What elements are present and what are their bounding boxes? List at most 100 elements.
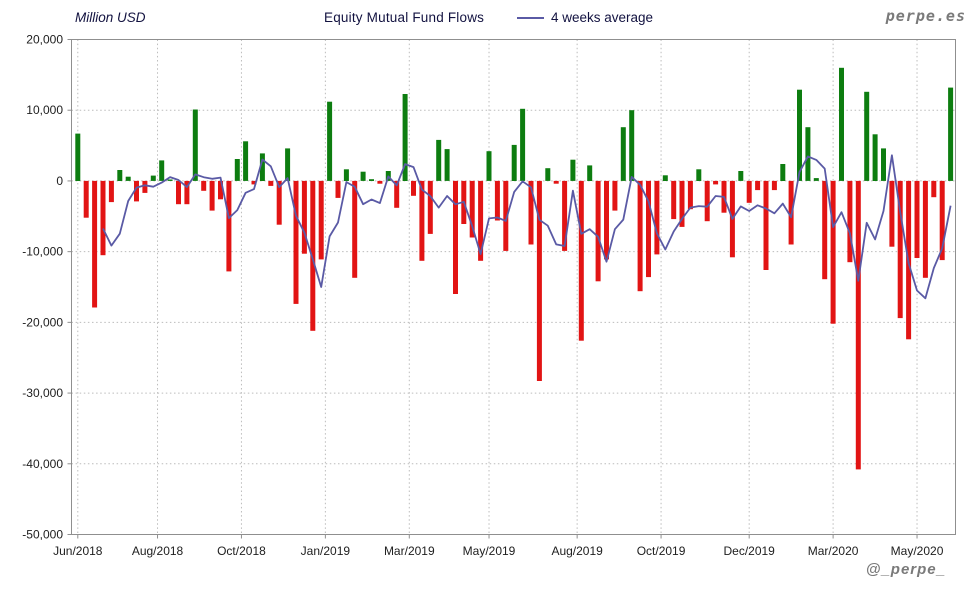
weekly-flow-bar — [234, 159, 240, 181]
weekly-flow-bar — [771, 180, 777, 191]
weekly-flow-bar — [939, 180, 945, 261]
y-axis-tick-label: -10,000 — [22, 245, 63, 259]
weekly-flow-bar — [687, 180, 693, 210]
weekly-flow-bar — [159, 160, 165, 181]
weekly-flow-bar — [511, 144, 517, 181]
weekly-flow-bar — [436, 139, 442, 181]
weekly-flow-bar — [780, 164, 786, 181]
weekly-flow-bar — [620, 127, 626, 181]
weekly-flow-bar — [327, 101, 333, 181]
weekly-flow-bar — [92, 180, 98, 308]
y-axis-tick-label: 20,000 — [26, 33, 63, 47]
weekly-flow-bar — [192, 109, 198, 181]
y-axis-tick-label: -30,000 — [22, 386, 63, 400]
weekly-flow-bar — [604, 180, 609, 260]
weekly-flow-bar — [922, 180, 928, 278]
weekly-flow-bar — [696, 169, 702, 181]
weekly-flow-bar — [897, 180, 903, 319]
y-axis-tick-label: -20,000 — [22, 315, 63, 329]
weekly-flow-bar — [419, 180, 425, 261]
weekly-flow-bar — [570, 159, 576, 181]
plot-border — [71, 39, 956, 535]
weekly-flow-bar — [847, 180, 853, 263]
weekly-flow-bar — [369, 179, 374, 181]
weekly-flow-bar — [738, 171, 744, 181]
weekly-flow-bar — [259, 153, 265, 181]
weekly-flow-bar — [100, 180, 106, 256]
weekly-flow-bar — [654, 180, 660, 255]
weekly-flow-bar — [478, 180, 484, 261]
weekly-flow-bar — [411, 180, 416, 196]
x-axis-tick-label: May/2020 — [891, 544, 944, 558]
x-axis-tick-label: Aug/2019 — [551, 544, 603, 558]
weekly-flow-bar — [587, 165, 593, 181]
weekly-flow-bar — [377, 180, 383, 184]
weekly-flow-bar — [746, 180, 752, 203]
weekly-flow-bar — [343, 169, 349, 181]
x-axis-tick-label: Oct/2019 — [637, 544, 686, 558]
weekly-flow-bar — [310, 180, 316, 331]
weekly-flow-bar — [486, 151, 492, 181]
weekly-flow-bar — [562, 180, 568, 251]
weekly-flow-bar — [150, 175, 156, 181]
x-axis-tick-label: Mar/2019 — [384, 544, 435, 558]
weekly-flow-bar — [293, 180, 299, 304]
weekly-flow-bar — [813, 178, 819, 181]
four-week-average-line — [102, 154, 952, 300]
weekly-flow-bar — [83, 180, 89, 218]
weekly-flow-bar — [646, 180, 651, 278]
weekly-flow-bar — [503, 180, 509, 251]
x-axis-tick-label: May/2019 — [463, 544, 516, 558]
x-axis-tick-label: Dec/2019 — [723, 544, 775, 558]
weekly-flow-bar — [469, 180, 475, 238]
site-watermark: perpe.es — [885, 7, 966, 25]
weekly-flow-bar — [201, 180, 207, 191]
weekly-flow-bar — [209, 180, 215, 211]
average-line-legend-swatch — [517, 16, 544, 19]
weekly-flow-bar — [612, 180, 618, 211]
weekly-flow-bar — [226, 180, 232, 272]
weekly-flow-bar — [830, 180, 836, 324]
weekly-flow-bar — [881, 148, 886, 181]
weekly-flow-bar — [394, 180, 400, 208]
weekly-flow-bar — [578, 180, 584, 341]
y-axis-tick-label: -40,000 — [22, 457, 63, 471]
x-axis-tick-label: Jun/2018 — [53, 544, 103, 558]
weekly-flow-bar — [285, 148, 291, 181]
weekly-flow-bar — [536, 180, 542, 381]
weekly-flow-bar — [629, 110, 635, 181]
weekly-flow-bar — [889, 180, 895, 247]
weekly-flow-bar — [352, 180, 358, 278]
weekly-flow-bar — [218, 180, 223, 200]
y-axis-tick-label: 0 — [56, 174, 63, 188]
y-axis-unit-label: Million USD — [75, 10, 146, 25]
x-axis-tick-label: Oct/2018 — [217, 544, 266, 558]
weekly-flow-bar — [125, 176, 131, 181]
weekly-flow-bar — [402, 94, 408, 181]
weekly-flow-bar — [453, 180, 458, 294]
weekly-flow-bar — [318, 180, 324, 260]
weekly-flow-bar — [276, 180, 282, 225]
weekly-flow-bar — [797, 89, 802, 181]
weekly-flow-bar — [184, 180, 190, 205]
y-axis-tick-label: 10,000 — [26, 103, 63, 117]
weekly-flow-bar — [108, 180, 114, 203]
weekly-flow-bar — [704, 180, 710, 222]
legend: 4 weeks average — [517, 10, 653, 25]
weekly-flow-bar — [117, 170, 123, 181]
y-axis-tick-label: -50,000 — [22, 528, 63, 542]
weekly-flow-bar — [360, 171, 366, 181]
x-axis-tick-label: Mar/2020 — [808, 544, 859, 558]
weekly-flow-bar — [662, 175, 668, 181]
weekly-flow-bar — [713, 180, 719, 185]
twitter-handle-watermark: @_perpe_ — [865, 561, 946, 578]
weekly-flow-bar — [444, 149, 450, 181]
weekly-flow-bar — [671, 180, 677, 220]
weekly-flow-bar — [914, 180, 920, 258]
weekly-flow-bar — [167, 179, 173, 181]
weekly-flow-bar — [553, 180, 559, 184]
weekly-flow-bar — [75, 133, 81, 181]
weekly-flow-bar — [528, 180, 534, 245]
